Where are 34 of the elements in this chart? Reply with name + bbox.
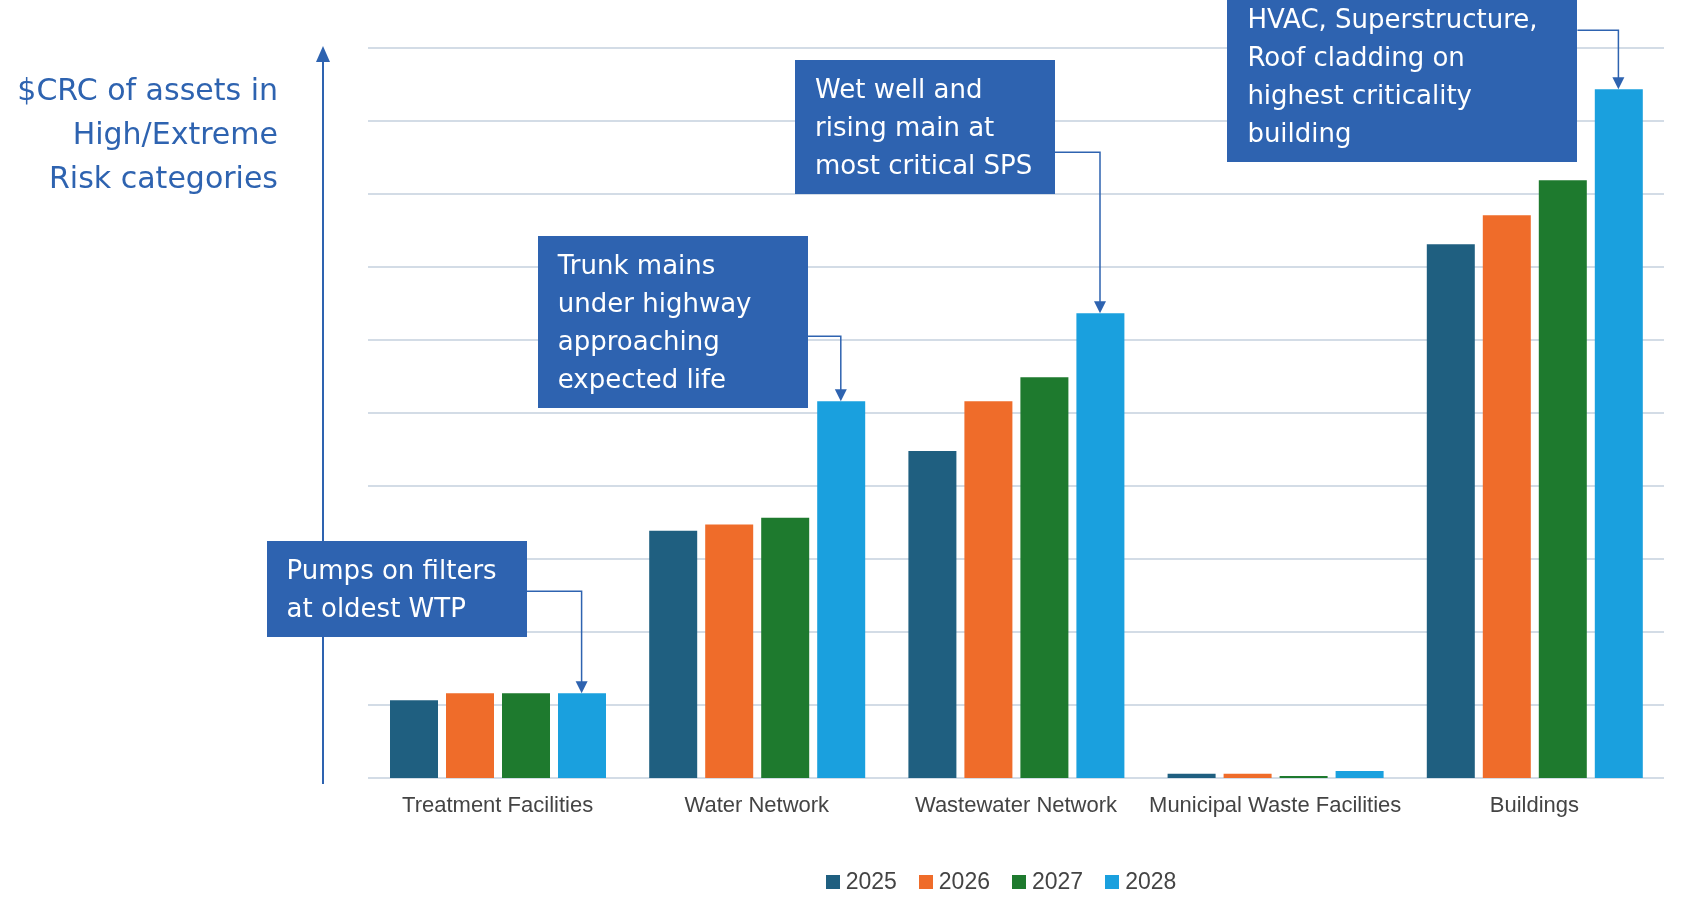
bar: [817, 401, 866, 778]
bar: [1482, 215, 1531, 778]
annotation: Pumps on filters at oldest WTP: [266, 541, 527, 638]
bar: [390, 700, 438, 778]
legend-label: 2027: [1031, 868, 1084, 895]
legend-label: 2026: [937, 868, 990, 895]
bar: [1594, 89, 1643, 778]
bar: [964, 401, 1013, 778]
bar: [761, 517, 810, 778]
x-tick-label: Municipal Waste Facilities: [1149, 791, 1402, 817]
bar: [649, 530, 698, 778]
bar: [1020, 377, 1069, 778]
bar: [502, 693, 550, 778]
x-tick-label: Treatment Facilities: [402, 791, 594, 817]
x-tick-label: Water Network: [684, 791, 831, 817]
y-axis-title: $CRC of assets in High/Extreme Risk categories: [16, 71, 278, 197]
annotation: HVAC, Superstructure, Roof cladding on highest criticality building: [1227, 0, 1578, 163]
bar: [446, 693, 494, 778]
bar: [1223, 773, 1272, 778]
bar: [1538, 180, 1587, 778]
bar: [705, 524, 754, 778]
bar: [1167, 773, 1216, 778]
bar: [1426, 244, 1475, 778]
bar: [908, 450, 957, 778]
legend-label: 2025: [844, 868, 897, 895]
annotation: Wet well and rising main at most critical SPS: [795, 60, 1055, 195]
bar: [1335, 771, 1384, 778]
annotation: Trunk mains under highway approaching expected life: [537, 236, 808, 409]
x-tick-label: Buildings: [1489, 791, 1580, 817]
x-tick-label: Wastewater Network: [914, 791, 1119, 817]
legend-label: 2028: [1124, 868, 1177, 895]
bar: [1279, 775, 1328, 778]
bar: [558, 693, 606, 778]
bar: [1076, 313, 1125, 778]
